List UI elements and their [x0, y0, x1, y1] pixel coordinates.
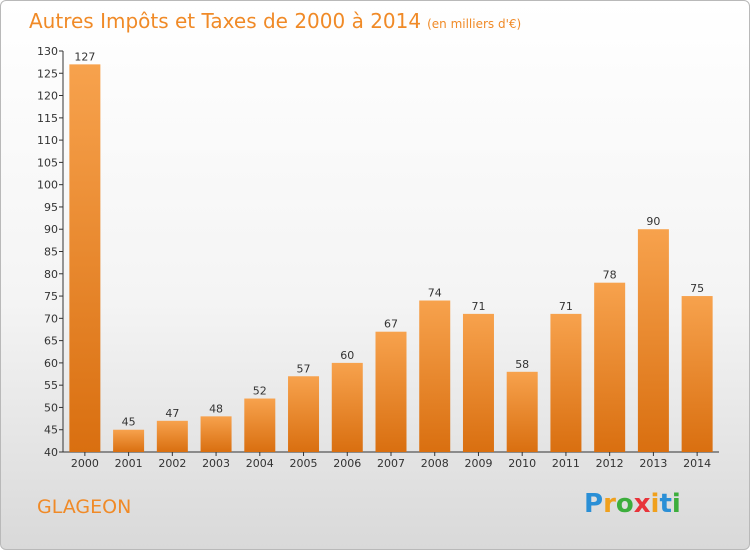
y-tick-label: 45 [44, 424, 58, 437]
bar [69, 64, 101, 452]
y-tick-label: 40 [44, 446, 58, 459]
chart-title-text: Autres Impôts et Taxes de 2000 à 2014 [29, 9, 422, 33]
y-tick-label: 125 [37, 67, 58, 80]
logo-letter: r [603, 489, 616, 519]
data-label: 47 [165, 407, 179, 420]
data-label: 78 [603, 269, 617, 282]
x-tick-label: 2011 [552, 457, 580, 470]
data-label: 90 [646, 215, 660, 228]
bar [550, 313, 582, 452]
y-tick-label: 80 [44, 268, 58, 281]
bar [594, 282, 626, 452]
data-label: 71 [471, 300, 485, 313]
x-tick-label: 2000 [71, 457, 99, 470]
bar [156, 420, 188, 452]
bar [681, 296, 713, 452]
data-label: 71 [559, 300, 573, 313]
bars [69, 64, 713, 452]
y-tick-label: 70 [44, 312, 58, 325]
logo-letter: i [650, 489, 660, 519]
y-tick-label: 110 [37, 134, 58, 147]
chart-title: Autres Impôts et Taxes de 2000 à 2014 (en… [29, 9, 521, 33]
y-tick-label: 100 [37, 179, 58, 192]
y-tick-label: 95 [44, 201, 58, 214]
y-tick-label: 50 [44, 401, 58, 414]
data-label: 127 [74, 50, 95, 63]
x-tick-label: 2012 [596, 457, 624, 470]
x-tick-label: 2009 [464, 457, 492, 470]
x-tick-label: 2010 [508, 457, 536, 470]
data-label: 75 [690, 282, 704, 295]
y-tick-label: 115 [37, 112, 58, 125]
bar [462, 313, 494, 452]
data-label: 67 [384, 318, 398, 331]
x-tick-label: 2007 [377, 457, 405, 470]
logo-letter: i [671, 489, 681, 519]
y-tick-label: 55 [44, 379, 58, 392]
logo-letter: t [659, 489, 672, 519]
bar [637, 229, 669, 452]
x-tick-label: 2003 [202, 457, 230, 470]
data-label: 58 [515, 358, 529, 371]
bar [288, 376, 320, 452]
data-label: 60 [340, 349, 354, 362]
bar [200, 416, 232, 452]
bar [113, 429, 145, 452]
y-tick-label: 65 [44, 335, 58, 348]
data-label: 74 [428, 287, 442, 300]
data-label: 45 [122, 416, 136, 429]
x-tick-label: 2001 [115, 457, 143, 470]
x-tick-label: 2008 [421, 457, 449, 470]
y-tick-label: 105 [37, 156, 58, 169]
y-tick-label: 130 [37, 45, 58, 58]
logo-letter: P [584, 489, 604, 519]
x-tick-label: 2013 [639, 457, 667, 470]
y-tick-label: 85 [44, 246, 58, 259]
proxiti-logo: Proxiti [584, 489, 681, 519]
logo-letter: x [633, 489, 651, 519]
y-tick-label: 90 [44, 223, 58, 236]
y-tick-label: 120 [37, 90, 58, 103]
x-tick-label: 2002 [158, 457, 186, 470]
data-label: 52 [253, 385, 267, 398]
bar [244, 398, 276, 452]
commune-name: GLAGEON [37, 496, 132, 518]
bar [331, 362, 363, 452]
axes: 40 45 50 55 60 65 70 75 80 85 90 95 100 105 110 115 120 1… [37, 45, 719, 470]
bar [375, 331, 407, 452]
data-label: 57 [297, 362, 311, 375]
x-tick-label: 2014 [683, 457, 711, 470]
y-tick-label: 75 [44, 290, 58, 303]
x-tick-label: 2006 [333, 457, 361, 470]
bar [419, 300, 451, 452]
data-label: 48 [209, 402, 223, 415]
y-tick-label: 60 [44, 357, 58, 370]
bar [506, 371, 538, 452]
chart-subtitle: (en milliers d'€) [427, 17, 522, 31]
x-tick-label: 2005 [290, 457, 318, 470]
x-tick-label: 2004 [246, 457, 274, 470]
data-labels: 127 45 47 48 52 57 60 67 74 71 58 71 78 90 75 [74, 50, 704, 428]
logo-letter: o [615, 489, 634, 519]
